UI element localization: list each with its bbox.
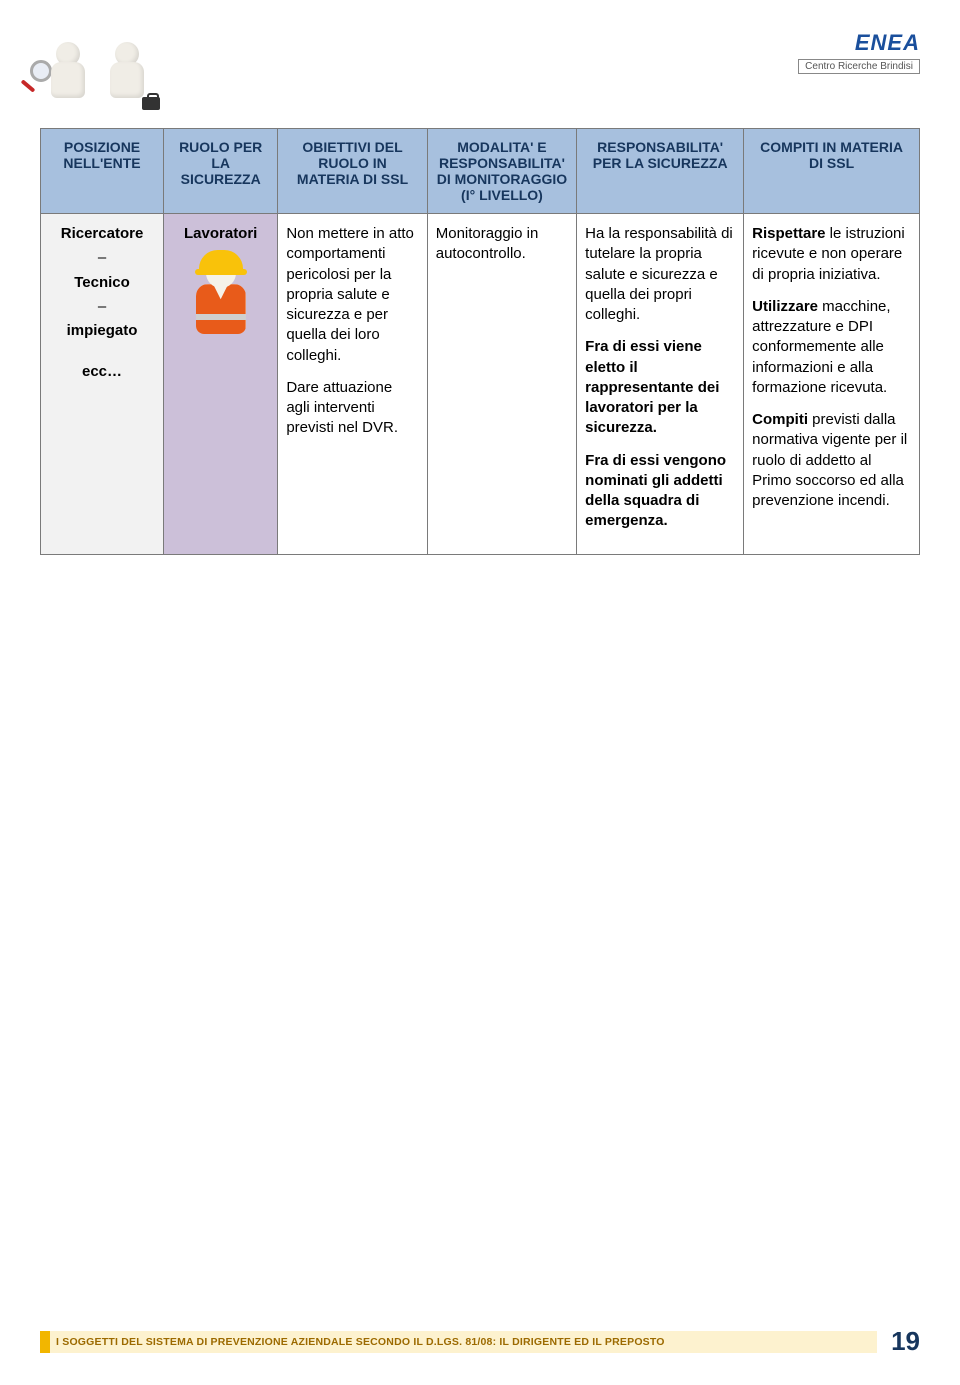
posizione-line: Ricercatore [61, 225, 144, 242]
cell-monitoraggio: Monitoraggio in autocontrollo. [427, 214, 576, 555]
monitoraggio-text: Monitoraggio in autocontrollo. [436, 224, 568, 265]
footer-accent [40, 1331, 50, 1353]
ruolo-label: Lavoratori [184, 225, 257, 242]
obiettivi-p2: Dare attuazione agli interventi previsti… [286, 378, 418, 439]
enea-logo: ENEA [798, 30, 920, 56]
cell-ruolo: Lavoratori [164, 214, 278, 555]
obiettivi-p1: Non mettere in atto comportamenti perico… [286, 224, 418, 366]
posizione-line: impiegato [67, 322, 138, 339]
posizione-line: – [49, 248, 155, 268]
posizione-line: Tecnico [74, 274, 130, 291]
table-header-row: POSIZIONE NELL'ENTE RUOLO PER LA SICUREZ… [41, 129, 920, 214]
compiti-p1: Rispettare le istruzioni ricevute e non … [752, 224, 911, 285]
cell-responsabilita: Ha la responsabilità di tutelare la prop… [577, 214, 744, 555]
posizione-line: – [49, 297, 155, 317]
footer-text: I SOGGETTI DEL SISTEMA DI PREVENZIONE AZ… [56, 1336, 665, 1348]
page-footer: I SOGGETTI DEL SISTEMA DI PREVENZIONE AZ… [40, 1326, 920, 1357]
col-header-obiettivi: OBIETTIVI DEL RUOLO IN MATERIA DI SSL [278, 129, 427, 214]
header-illustration [40, 30, 210, 110]
page-number: 19 [891, 1326, 920, 1357]
responsabilita-p3: Fra di essi vengono nominati gli addetti… [585, 451, 735, 532]
posizione-line: ecc… [82, 363, 122, 380]
page-header: ENEA Centro Ricerche Brindisi [40, 30, 920, 120]
col-header-modalita: MODALITA' E RESPONSABILITA' DI MONITORAG… [427, 129, 576, 214]
col-header-ruolo: RUOLO PER LA SICUREZZA [164, 129, 278, 214]
compiti-p2: Utilizzare macchine, attrezzature e DPI … [752, 297, 911, 398]
compiti-p3: Compiti previsti dalla normativa vigente… [752, 410, 911, 511]
cell-obiettivi: Non mettere in atto comportamenti perico… [278, 214, 427, 555]
compiti-p2-bold: Utilizzare [752, 298, 818, 315]
col-header-compiti: COMPITI IN MATERIA DI SSL [744, 129, 920, 214]
header-logo-block: ENEA Centro Ricerche Brindisi [798, 30, 920, 74]
table-row: Ricercatore – Tecnico – impiegato ecc… L… [41, 214, 920, 555]
compiti-p3-bold: Compiti [752, 411, 808, 428]
compiti-p1-bold: Rispettare [752, 225, 825, 242]
cell-compiti: Rispettare le istruzioni ricevute e non … [744, 214, 920, 555]
roles-table: POSIZIONE NELL'ENTE RUOLO PER LA SICUREZ… [40, 128, 920, 555]
enea-subtitle: Centro Ricerche Brindisi [798, 59, 920, 74]
col-header-posizione: POSIZIONE NELL'ENTE [41, 129, 164, 214]
responsabilita-p2: Fra di essi viene eletto il rappresentan… [585, 337, 735, 438]
worker-icon [181, 252, 261, 342]
col-header-responsabilita: RESPONSABILITA' PER LA SICUREZZA [577, 129, 744, 214]
cell-posizione: Ricercatore – Tecnico – impiegato ecc… [41, 214, 164, 555]
footer-bar: I SOGGETTI DEL SISTEMA DI PREVENZIONE AZ… [40, 1331, 877, 1353]
responsabilita-p1: Ha la responsabilità di tutelare la prop… [585, 224, 735, 325]
